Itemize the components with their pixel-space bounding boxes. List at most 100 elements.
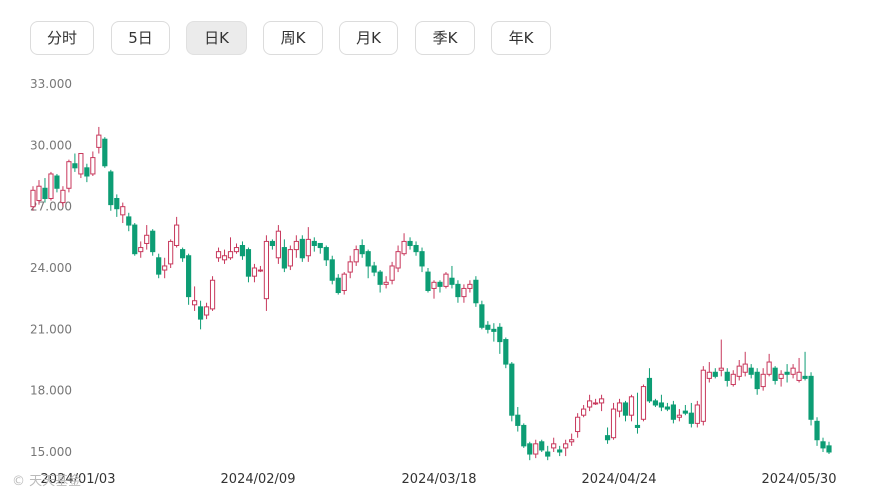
candle xyxy=(652,398,659,408)
candle xyxy=(180,247,186,262)
candle-body xyxy=(377,271,383,285)
candle-body xyxy=(180,249,186,259)
candle xyxy=(551,437,557,452)
watermark-logo: © 天天基金 xyxy=(12,474,82,489)
candle-body xyxy=(569,439,575,443)
x-tick-label: 2024/01/03 xyxy=(41,472,116,487)
candle-body xyxy=(275,230,281,259)
candle-body xyxy=(401,240,407,255)
x-tick-label: 2024/04/24 xyxy=(582,472,657,487)
candle-body xyxy=(449,277,455,285)
candle xyxy=(359,239,365,258)
candle xyxy=(581,404,587,418)
candle xyxy=(239,241,246,260)
candle-body xyxy=(162,265,168,271)
candle xyxy=(766,353,772,377)
candle-body xyxy=(820,441,826,449)
x-tick-label: 2024/05/30 xyxy=(762,472,837,487)
candle xyxy=(126,212,132,232)
candle-body xyxy=(96,134,102,148)
candle xyxy=(563,439,569,457)
candle-body xyxy=(365,251,371,267)
candle-body xyxy=(557,449,563,453)
tab-0[interactable]: 分时 xyxy=(30,21,94,55)
tab-6[interactable]: 年K xyxy=(491,21,551,55)
candle xyxy=(305,227,311,262)
tab-5[interactable]: 季K xyxy=(415,21,475,55)
candle xyxy=(425,268,431,293)
candle xyxy=(162,257,168,279)
tab-1[interactable]: 5日 xyxy=(111,21,170,55)
tab-4[interactable]: 月K xyxy=(339,21,398,55)
candle-body xyxy=(736,365,742,377)
candle-body xyxy=(209,279,216,310)
candle xyxy=(263,235,270,311)
candle-body xyxy=(431,281,437,289)
candle-body xyxy=(748,367,754,375)
candle-body xyxy=(437,281,443,287)
candle-body xyxy=(742,363,748,373)
candle-body xyxy=(407,240,413,247)
tab-2[interactable]: 日K xyxy=(186,21,247,55)
candle xyxy=(60,186,66,207)
candle xyxy=(539,439,545,452)
candle-body xyxy=(335,277,341,294)
candle xyxy=(245,247,252,283)
candle xyxy=(311,237,317,252)
tab-3[interactable]: 周K xyxy=(263,21,323,55)
candle xyxy=(353,245,359,266)
candle xyxy=(628,394,635,422)
candle xyxy=(527,441,533,461)
candle-body xyxy=(371,265,377,273)
candle-body xyxy=(730,373,736,386)
candle-body xyxy=(30,189,36,208)
candle xyxy=(90,151,96,176)
candle-body xyxy=(551,443,557,449)
candle xyxy=(575,413,581,438)
candle xyxy=(78,153,84,179)
candle xyxy=(341,272,347,295)
candle-body xyxy=(754,371,760,390)
candle-body xyxy=(616,402,623,412)
y-tick-label: 21.000 xyxy=(30,322,72,336)
candle xyxy=(616,398,623,418)
candle xyxy=(168,239,174,268)
candle-body xyxy=(724,371,730,381)
candle xyxy=(754,368,760,395)
candle-body xyxy=(473,279,479,304)
candle xyxy=(778,370,784,387)
candle xyxy=(592,398,599,405)
candle-body xyxy=(293,240,299,251)
candle xyxy=(646,368,653,403)
candle xyxy=(431,280,437,299)
candle xyxy=(479,300,485,330)
candle-body xyxy=(108,171,114,206)
candle xyxy=(676,409,682,422)
candle-body xyxy=(766,361,772,375)
candle xyxy=(712,368,718,379)
candle xyxy=(377,270,383,293)
candle-body xyxy=(168,240,174,265)
candle-body xyxy=(443,273,449,287)
candle xyxy=(718,339,724,377)
candle xyxy=(203,302,210,320)
candle-body xyxy=(712,371,718,377)
candle xyxy=(802,351,808,381)
candle-body xyxy=(575,416,581,433)
candle-body xyxy=(533,443,539,455)
candle xyxy=(796,357,802,383)
y-axis: 33.000 30.000 27.000 24.000 21.000 18.000 15.0… xyxy=(30,77,72,459)
candle-body xyxy=(652,400,659,406)
candle xyxy=(389,261,395,285)
candle xyxy=(521,423,527,448)
candle-body xyxy=(72,163,78,169)
candle-body xyxy=(269,240,275,247)
candle-body xyxy=(706,371,712,379)
candle-body xyxy=(784,371,790,375)
candle-body xyxy=(317,242,323,249)
x-tick-label: 2024/03/18 xyxy=(402,472,477,487)
y-tick-label: 30.000 xyxy=(30,138,72,152)
candle xyxy=(545,445,551,461)
candle-body xyxy=(694,404,700,424)
